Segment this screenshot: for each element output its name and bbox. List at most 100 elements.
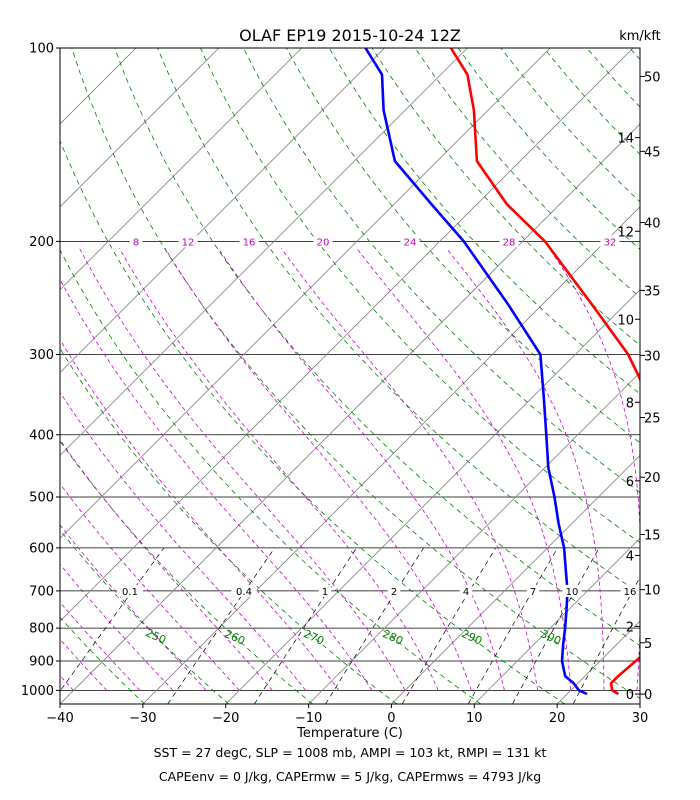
x-axis-label: Temperature (C)	[296, 726, 403, 741]
dry-adiabat-line	[60, 702, 61, 704]
isotherm-line	[60, 48, 634, 622]
isotherm-line	[60, 48, 220, 208]
km-tick-label: 6	[626, 475, 634, 490]
footer-line-2: CAPEenv = 0 J/kg, CAPErmw = 5 J/kg, CAPE…	[158, 769, 542, 784]
km-tick-label: 8	[626, 396, 634, 411]
kft-tick-label: 10	[644, 584, 661, 599]
temperature-tick-label: −40	[46, 711, 73, 726]
pressure-tick-label: 800	[29, 622, 54, 637]
km-tick-label: 4	[626, 549, 634, 564]
dry-adiabat-line	[71, 48, 640, 699]
kft-tick-label: 40	[644, 217, 661, 232]
moist-adiabat-line	[119, 248, 439, 691]
dry-adiabat-line	[60, 347, 397, 704]
kft-tick-label: 5	[644, 637, 652, 652]
dry-adiabat-line	[243, 48, 640, 493]
pressure-tick-label: 900	[29, 654, 54, 669]
km-tick-label: 0	[626, 688, 634, 703]
footer-line-1: SST = 27 degC, SLP = 1008 mb, AMPI = 103…	[153, 745, 547, 760]
dry-adiabat-line	[200, 48, 640, 544]
moist-adiabat-label: 28	[503, 237, 516, 248]
pressure-tick-label: 300	[29, 348, 54, 363]
kft-tick-label: 35	[644, 284, 661, 299]
moist-adiabat-line	[356, 248, 572, 691]
mixing-ratio-line	[60, 547, 165, 692]
isotherm-line	[391, 454, 640, 704]
moist-adiabat-label: 12	[182, 237, 195, 248]
isotherm-line	[0, 48, 53, 704]
isotherm-line	[60, 48, 468, 456]
km-tick-label: 2	[626, 620, 634, 635]
km-tick-label: 10	[617, 313, 634, 328]
pressure-tick-label: 600	[29, 541, 54, 556]
moist-adiabat-line	[446, 248, 605, 691]
isotherm-line	[308, 372, 640, 704]
kft-tick-label: 25	[644, 412, 661, 427]
mixing-ratio-line	[572, 576, 640, 704]
moist-adiabat-label: 8	[133, 237, 139, 248]
kft-tick-label: 0	[644, 688, 652, 703]
temperature-tick-label: −10	[295, 711, 322, 726]
moist-adiabat-line	[60, 338, 340, 691]
pressure-tick-label: 100	[29, 42, 54, 57]
dry-adiabat-line	[60, 616, 145, 704]
moist-adiabat-line	[60, 391, 306, 691]
temperature-tick-label: 20	[549, 711, 566, 726]
dewpoint-profile-line	[364, 48, 588, 696]
isotherm-line	[225, 289, 640, 704]
dry-adiabat-line	[60, 529, 229, 704]
mixing-ratio-label: 16	[624, 587, 637, 598]
pressure-tick-label: 700	[29, 584, 54, 599]
mixing-ratio-label: 4	[463, 587, 469, 598]
dry-adiabat-line	[371, 48, 640, 346]
kft-tick-label: 20	[644, 471, 661, 486]
isotherm-line	[60, 48, 385, 374]
temperature-tick-label: 0	[387, 711, 395, 726]
mixing-ratio-line	[254, 547, 357, 704]
moist-adiabat-line	[79, 248, 406, 691]
grid-lines	[0, 48, 700, 704]
mixing-ratio-label: 10	[566, 587, 579, 598]
mixing-ratio-line	[167, 547, 275, 704]
dry-adiabat-line	[60, 440, 313, 704]
pressure-tick-label: 400	[29, 428, 54, 443]
dry-adiabat-line	[157, 48, 640, 595]
moist-adiabat-line	[281, 248, 538, 691]
kft-tick-label: 15	[644, 528, 661, 543]
temperature-tick-label: 30	[632, 711, 649, 726]
km-tick-label: 12	[617, 225, 634, 240]
dry-adiabat-line	[285, 48, 640, 444]
temperature-profile-line	[449, 48, 640, 696]
moist-adiabat-label: 20	[317, 237, 330, 248]
moist-adiabat-line	[653, 248, 688, 690]
height-axis-unit-label: km/kft	[619, 29, 661, 44]
temperature-tick-label: −20	[212, 711, 239, 726]
isotherm-line	[60, 123, 640, 704]
pressure-tick-label: 200	[29, 235, 54, 250]
dry-adiabat-line	[60, 139, 566, 704]
moist-adiabat-line	[60, 483, 240, 691]
dry-adiabat-line	[114, 48, 640, 647]
moist-adiabat-label: 24	[404, 237, 417, 248]
pressure-tick-label: 1000	[21, 684, 54, 699]
isotherm-line	[60, 48, 302, 291]
mixing-ratio-label: 2	[391, 587, 397, 598]
dry-adiabat-line	[60, 248, 482, 704]
temperature-tick-label: 10	[466, 711, 483, 726]
temperature-tick-label: −30	[129, 711, 156, 726]
mixing-ratio-line	[325, 547, 424, 704]
isotherm-line	[60, 48, 551, 539]
dry-adiabat-line	[673, 48, 700, 704]
moist-adiabat-label: 32	[604, 237, 617, 248]
plot-frame	[59, 47, 641, 705]
moist-adiabat-line	[60, 439, 273, 691]
mixing-ratio-line	[512, 547, 600, 704]
kft-tick-label: 50	[644, 70, 661, 85]
mixing-ratio-label: 7	[530, 587, 536, 598]
isotherm-line	[474, 537, 640, 704]
moist-adiabat-label: 16	[243, 237, 256, 248]
mixing-ratio-label: 0.4	[236, 587, 252, 598]
kft-tick-label: 45	[644, 145, 661, 160]
